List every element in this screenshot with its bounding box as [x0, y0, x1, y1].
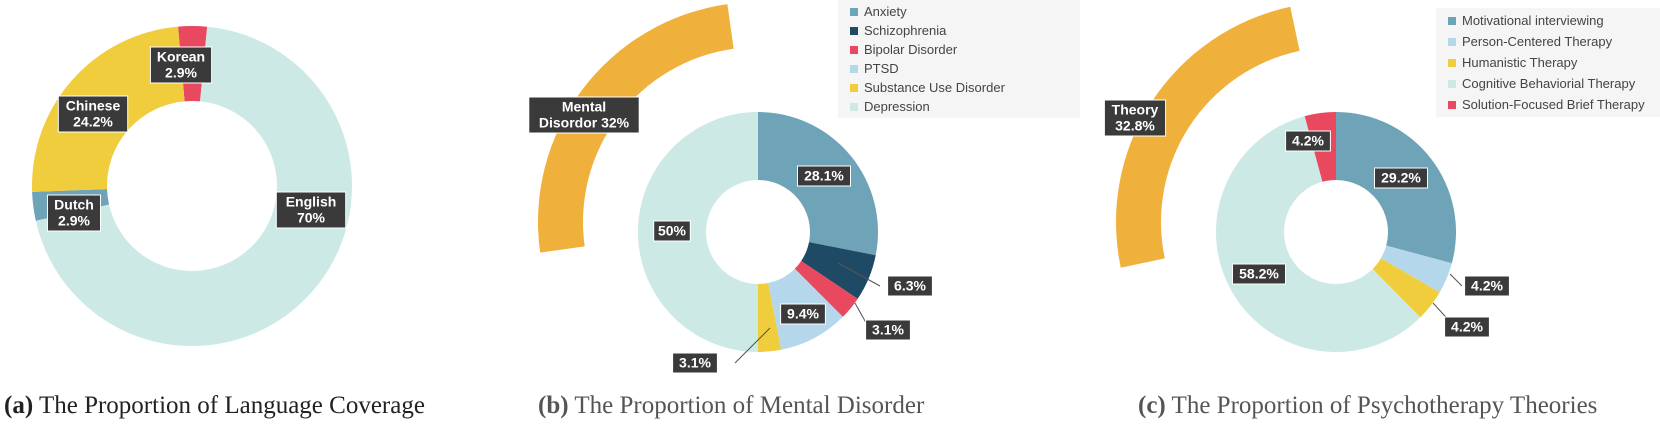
svg-text:2.9%: 2.9%: [165, 64, 197, 80]
legend-label: Motivational interviewing: [1462, 13, 1604, 28]
svg-text:58.2%: 58.2%: [1239, 265, 1279, 281]
legend-item-person-centered-therapy: Person-Centered Therapy: [1448, 31, 1660, 52]
svg-text:3.1%: 3.1%: [679, 354, 711, 370]
legend-label: Cognitive Behaviorial Therapy: [1462, 76, 1636, 91]
svg-text:English: English: [286, 193, 337, 209]
legend-item-substance-use-disorder: Substance Use Disorder: [850, 78, 1080, 97]
data-label-motivational-interviewing: 29.2%: [1374, 167, 1428, 189]
svg-text:32.8%: 32.8%: [1115, 117, 1155, 133]
legend-item-anxiety: Anxiety: [850, 2, 1080, 21]
caption-c-label: (c): [1138, 392, 1166, 419]
svg-text:9.4%: 9.4%: [787, 305, 819, 321]
legend-label: Substance Use Disorder: [864, 80, 1005, 95]
legend-label: Anxiety: [864, 4, 907, 19]
data-label-depression: 50%: [653, 220, 691, 242]
legend-mental-disorder: Anxiety Schizophrenia Bipolar Disorder PTSD…: [838, 0, 1080, 118]
svg-text:4.2%: 4.2%: [1471, 277, 1503, 293]
legend-item-cognitive-behaviorial-therapy: Cognitive Behaviorial Therapy: [1448, 73, 1660, 94]
data-label-anxiety: 28.1%: [797, 165, 851, 187]
legend-swatch: [850, 64, 858, 73]
data-label-solution-focused-brief-therapy: 4.2%: [1285, 130, 1331, 152]
svg-text:Theory: Theory: [1112, 101, 1159, 117]
caption-b: (b) The Proportion of Mental Disorder: [538, 392, 924, 420]
svg-text:Chinese: Chinese: [66, 97, 121, 113]
legend-item-schizophrenia: Schizophrenia: [850, 21, 1080, 40]
caption-a-label: (a): [4, 392, 34, 419]
legend-swatch: [1448, 100, 1456, 109]
slice-cognitive-behaviorial-therapy: [1216, 116, 1421, 352]
leader-line: [1449, 273, 1463, 287]
svg-text:50%: 50%: [658, 222, 687, 238]
slice-english: [35, 26, 353, 346]
legend-swatch: [850, 7, 858, 16]
svg-text:Korean: Korean: [157, 48, 205, 64]
legend-label: Bipolar Disorder: [864, 42, 958, 57]
leader-line: [837, 262, 881, 287]
caption-c-text: The Proportion of Psychotherapy Theories: [1165, 392, 1598, 419]
svg-text:6.3%: 6.3%: [894, 277, 926, 293]
svg-text:Disordor 32%: Disordor 32%: [539, 114, 630, 130]
svg-text:4.2%: 4.2%: [1292, 132, 1324, 148]
svg-text:Mental: Mental: [562, 98, 606, 114]
caption-c: (c) The Proportion of Psychotherapy Theo…: [1138, 392, 1597, 420]
caption-a: (a) The Proportion of Language Coverage: [4, 392, 425, 420]
legend-swatch: [850, 83, 858, 92]
legend-item-bipolar-disorder: Bipolar Disorder: [850, 40, 1080, 59]
legend-label: Solution-Focused Brief Therapy: [1462, 97, 1645, 112]
legend-label: Humanistic Therapy: [1462, 55, 1578, 70]
svg-text:3.1%: 3.1%: [872, 321, 904, 337]
legend-swatch: [1448, 37, 1456, 46]
caption-a-text: The Proportion of Language Coverage: [33, 392, 425, 419]
legend-label: PTSD: [864, 61, 899, 76]
svg-text:70%: 70%: [297, 209, 326, 225]
svg-text:Dutch: Dutch: [54, 196, 94, 212]
donut-language: Korean2.9%English70%Dutch2.9%Chinese24.2…: [31, 25, 353, 346]
data-label-schizophrenia: 6.3%: [887, 275, 933, 297]
outer-arc: [1115, 6, 1300, 268]
legend-item-solution-focused-brief-therapy: Solution-Focused Brief Therapy: [1448, 94, 1660, 115]
legend-label: Person-Centered Therapy: [1462, 34, 1613, 49]
caption-b-text: The Proportion of Mental Disorder: [568, 392, 925, 419]
legend-item-motivational-interviewing: Motivational interviewing: [1448, 10, 1660, 31]
slice-depression: [638, 112, 758, 352]
caption-b-label: (b): [538, 392, 569, 419]
legend-swatch: [850, 102, 858, 111]
data-label-cognitive-behaviorial-therapy: 58.2%: [1232, 263, 1286, 285]
legend-item-ptsd: PTSD: [850, 59, 1080, 78]
slice-bipolar-disorder: [794, 260, 858, 317]
svg-text:29.2%: 29.2%: [1381, 169, 1421, 185]
svg-text:24.2%: 24.2%: [73, 113, 113, 129]
data-label-bipolar-disorder: 3.1%: [865, 319, 911, 341]
leader-line: [734, 327, 771, 364]
legend-swatch: [850, 26, 858, 35]
data-label-substance-use-disorder: 3.1%: [672, 352, 718, 374]
slice-schizophrenia: [801, 242, 876, 299]
slice-person-centered-therapy: [1380, 245, 1452, 293]
svg-text:4.2%: 4.2%: [1451, 318, 1483, 334]
legend-item-depression: Depression: [850, 97, 1080, 116]
legend-item-humanistic-therapy: Humanistic Therapy: [1448, 52, 1660, 73]
legend-swatch: [1448, 58, 1456, 67]
legend-swatch: [1448, 16, 1456, 25]
data-label-humanistic-therapy: 4.2%: [1444, 316, 1490, 338]
data-label-ptsd: 9.4%: [780, 303, 826, 325]
legend-label: Depression: [864, 99, 930, 114]
svg-text:2.9%: 2.9%: [58, 212, 90, 228]
legend-swatch: [1448, 79, 1456, 88]
legend-swatch: [850, 45, 858, 54]
legend-label: Schizophrenia: [864, 23, 947, 38]
svg-text:28.1%: 28.1%: [804, 167, 844, 183]
slice-humanistic-therapy: [1372, 258, 1440, 318]
legend-psychotherapy: Motivational interviewing Person-Centered…: [1436, 8, 1660, 117]
data-label-person-centered-therapy: 4.2%: [1464, 275, 1510, 297]
